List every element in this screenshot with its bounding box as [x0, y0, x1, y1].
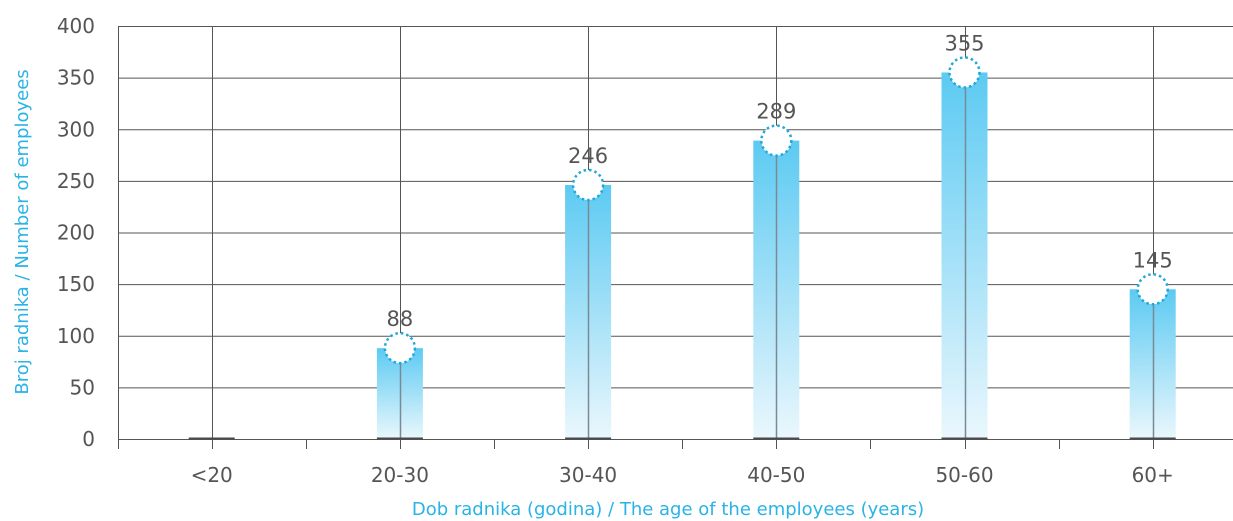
data-point-marker: [760, 124, 793, 157]
x-tick-labels: <20 20-30 30-40 40-50 50-60 60+: [191, 463, 1174, 487]
y-tick-label: 400: [57, 14, 95, 38]
x-tick-label: 30-40: [559, 463, 617, 487]
data-label: 289: [756, 100, 796, 124]
data-label: 88: [387, 307, 414, 331]
data-labels: 88 246 289 355 145: [387, 31, 1173, 331]
grid: [118, 26, 1233, 449]
y-tick-labels: 0 50 100 150 200 250 300 350 400: [57, 14, 95, 451]
y-tick-label: 0: [82, 427, 95, 451]
y-tick-label: 150: [57, 272, 95, 296]
y-tick-label: 350: [57, 66, 95, 90]
x-axis-title: Dob radnika (godina) / The age of the em…: [412, 499, 924, 520]
data-label: 145: [1133, 248, 1173, 272]
y-tick-label: 250: [57, 169, 95, 193]
y-tick-label: 300: [57, 117, 95, 141]
y-tick-label: 100: [57, 324, 95, 348]
data-label: 246: [568, 144, 608, 168]
bar: [941, 72, 988, 440]
x-tick-label: 60+: [1132, 463, 1174, 487]
data-point-marker: [571, 168, 605, 202]
data-point-marker: [383, 331, 417, 365]
y-axis-title: Broj radnika / Number of employees: [12, 69, 33, 394]
bars: [188, 72, 1176, 440]
y-tick-label: 200: [57, 221, 95, 245]
data-point-marker: [1136, 273, 1169, 306]
x-tick-label: 20-30: [371, 463, 429, 487]
x-tick-label: 40-50: [747, 463, 805, 487]
data-point-marker: [948, 56, 981, 89]
data-label: 355: [944, 31, 984, 55]
bar: [1129, 289, 1176, 439]
y-tick-label: 50: [70, 375, 95, 399]
x-tick-label: 50-60: [935, 463, 993, 487]
data-markers: [383, 56, 1169, 365]
x-tick-label: <20: [191, 463, 233, 487]
